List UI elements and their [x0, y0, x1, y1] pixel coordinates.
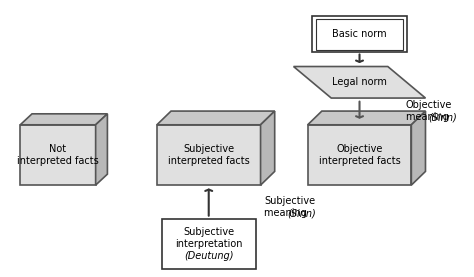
Polygon shape: [308, 111, 426, 125]
Polygon shape: [308, 125, 411, 185]
Text: (Sinn): (Sinn): [287, 208, 316, 218]
Text: Basic norm: Basic norm: [332, 29, 387, 39]
FancyBboxPatch shape: [162, 219, 256, 270]
Text: meaning: meaning: [406, 112, 452, 122]
Text: Subjective
interpreted facts: Subjective interpreted facts: [168, 144, 250, 166]
Polygon shape: [411, 111, 426, 185]
Text: Objective
interpreted facts: Objective interpreted facts: [319, 144, 401, 166]
Text: Objective: Objective: [406, 100, 452, 110]
Text: (Deutung): (Deutung): [184, 251, 234, 261]
Polygon shape: [261, 111, 275, 185]
Text: Legal norm: Legal norm: [332, 77, 387, 87]
Polygon shape: [20, 125, 96, 185]
Polygon shape: [157, 125, 261, 185]
Polygon shape: [293, 66, 426, 98]
Text: Not
interpreted facts: Not interpreted facts: [17, 144, 99, 166]
Text: meaning: meaning: [264, 208, 310, 218]
FancyBboxPatch shape: [312, 16, 407, 52]
Text: Subjective: Subjective: [264, 196, 316, 206]
Text: meaning (⁠: meaning (⁠: [406, 112, 456, 122]
Text: Subjective
interpretation: Subjective interpretation: [175, 227, 243, 249]
Polygon shape: [20, 114, 108, 125]
Text: (Sinn): (Sinn): [428, 112, 457, 122]
Polygon shape: [96, 114, 108, 185]
Polygon shape: [157, 111, 275, 125]
